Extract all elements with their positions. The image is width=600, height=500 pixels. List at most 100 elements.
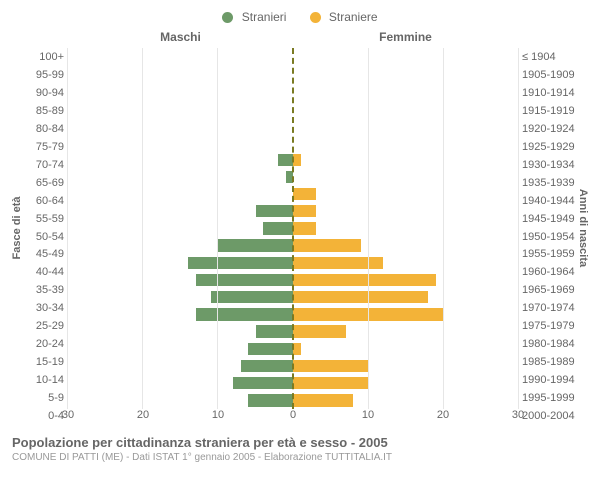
bar-row-male bbox=[68, 100, 293, 117]
bar-row-female bbox=[293, 271, 518, 288]
bar-female bbox=[293, 239, 361, 251]
legend-swatch-female bbox=[310, 12, 321, 23]
birth-label: 1985-1989 bbox=[518, 353, 576, 371]
bar-male bbox=[196, 308, 294, 320]
birth-label: 1970-1974 bbox=[518, 299, 576, 317]
bar-row-male bbox=[68, 203, 293, 220]
x-tick: 10 bbox=[362, 409, 374, 421]
legend-swatch-male bbox=[222, 12, 233, 23]
legend-item-female: Straniere bbox=[310, 10, 378, 24]
bar-row-female bbox=[293, 151, 518, 168]
bar-row-female bbox=[293, 340, 518, 357]
birth-label: 1910-1914 bbox=[518, 84, 576, 102]
x-tick: 10 bbox=[212, 409, 224, 421]
footer: Popolazione per cittadinanza straniera p… bbox=[10, 435, 590, 463]
bar-row-female bbox=[293, 203, 518, 220]
birth-label: 1945-1949 bbox=[518, 210, 576, 228]
bars-left bbox=[68, 48, 293, 409]
bar-row-female bbox=[293, 254, 518, 271]
legend-item-male: Stranieri bbox=[222, 10, 286, 24]
age-label: 60-64 bbox=[24, 192, 68, 210]
bar-female bbox=[293, 343, 301, 355]
bar-male bbox=[233, 377, 293, 389]
bar-row-male bbox=[68, 117, 293, 134]
birth-label: 1980-1984 bbox=[518, 335, 576, 353]
age-label: 5-9 bbox=[24, 389, 68, 407]
bar-row-female bbox=[293, 237, 518, 254]
bar-row-male bbox=[68, 134, 293, 151]
chart-subtitle: COMUNE DI PATTI (ME) - Dati ISTAT 1° gen… bbox=[12, 452, 588, 463]
bar-row-female bbox=[293, 100, 518, 117]
bar-row-male bbox=[68, 306, 293, 323]
bar-row-male bbox=[68, 375, 293, 392]
birth-labels-column: ≤ 19041905-19091910-19141915-19191920-19… bbox=[518, 30, 576, 425]
bar-male bbox=[248, 394, 293, 406]
yaxis-title-right: Anni di nascita bbox=[576, 30, 590, 425]
birth-label: 1940-1944 bbox=[518, 192, 576, 210]
bar-row-female bbox=[293, 220, 518, 237]
bar-male bbox=[256, 205, 293, 217]
bar-row-female bbox=[293, 289, 518, 306]
bar-male bbox=[196, 274, 294, 286]
birth-label: 1915-1919 bbox=[518, 102, 576, 120]
age-label: 65-69 bbox=[24, 174, 68, 192]
plot: Maschi Femmine 0102030 102030 bbox=[68, 30, 518, 425]
birth-label: 1905-1909 bbox=[518, 66, 576, 84]
age-label: 70-74 bbox=[24, 156, 68, 174]
x-tick: 30 bbox=[62, 409, 74, 421]
age-label: 20-24 bbox=[24, 335, 68, 353]
bar-female bbox=[293, 308, 443, 320]
bar-row-male bbox=[68, 254, 293, 271]
birth-label: 1955-1959 bbox=[518, 245, 576, 263]
legend-label-male: Stranieri bbox=[242, 10, 287, 24]
bar-row-male bbox=[68, 82, 293, 99]
x-axis-right: 102030 bbox=[293, 409, 518, 425]
age-label: 95-99 bbox=[24, 66, 68, 84]
x-tick: 20 bbox=[137, 409, 149, 421]
x-axis: 0102030 102030 bbox=[68, 409, 518, 425]
bar-male bbox=[256, 325, 293, 337]
bar-female bbox=[293, 154, 301, 166]
age-label: 45-49 bbox=[24, 245, 68, 263]
bar-row-female bbox=[293, 186, 518, 203]
bars-area bbox=[68, 48, 518, 409]
center-divider bbox=[292, 48, 294, 409]
age-label: 30-34 bbox=[24, 299, 68, 317]
bar-female bbox=[293, 360, 368, 372]
bar-row-female bbox=[293, 323, 518, 340]
bars-right bbox=[293, 48, 518, 409]
birth-label: 1990-1994 bbox=[518, 371, 576, 389]
age-labels-column: 100+95-9990-9485-8980-8475-7970-7465-696… bbox=[24, 30, 68, 425]
bar-row-female bbox=[293, 306, 518, 323]
age-label: 25-29 bbox=[24, 317, 68, 335]
bar-female bbox=[293, 188, 316, 200]
bar-female bbox=[293, 325, 346, 337]
bar-female bbox=[293, 377, 368, 389]
x-tick: 30 bbox=[512, 409, 524, 421]
bar-row-female bbox=[293, 82, 518, 99]
bar-row-male bbox=[68, 237, 293, 254]
birth-label: 1935-1939 bbox=[518, 174, 576, 192]
birth-label: 1965-1969 bbox=[518, 281, 576, 299]
birth-label: 1960-1964 bbox=[518, 263, 576, 281]
bar-row-male bbox=[68, 289, 293, 306]
header-female: Femmine bbox=[293, 30, 518, 48]
bar-female bbox=[293, 291, 428, 303]
age-label: 10-14 bbox=[24, 371, 68, 389]
bar-male bbox=[263, 222, 293, 234]
birth-label: 1995-1999 bbox=[518, 389, 576, 407]
birth-label: 1930-1934 bbox=[518, 156, 576, 174]
bar-female bbox=[293, 394, 353, 406]
age-label: 15-19 bbox=[24, 353, 68, 371]
age-label: 40-44 bbox=[24, 263, 68, 281]
bar-row-female bbox=[293, 48, 518, 65]
age-label: 90-94 bbox=[24, 84, 68, 102]
age-label: 75-79 bbox=[24, 138, 68, 156]
chart-area: Fasce di età 100+95-9990-9485-8980-8475-… bbox=[10, 30, 590, 425]
birth-label: 1920-1924 bbox=[518, 120, 576, 138]
bar-male bbox=[278, 154, 293, 166]
yaxis-title-left: Fasce di età bbox=[10, 30, 24, 425]
age-label: 85-89 bbox=[24, 102, 68, 120]
bar-row-female bbox=[293, 65, 518, 82]
bar-row-female bbox=[293, 134, 518, 151]
